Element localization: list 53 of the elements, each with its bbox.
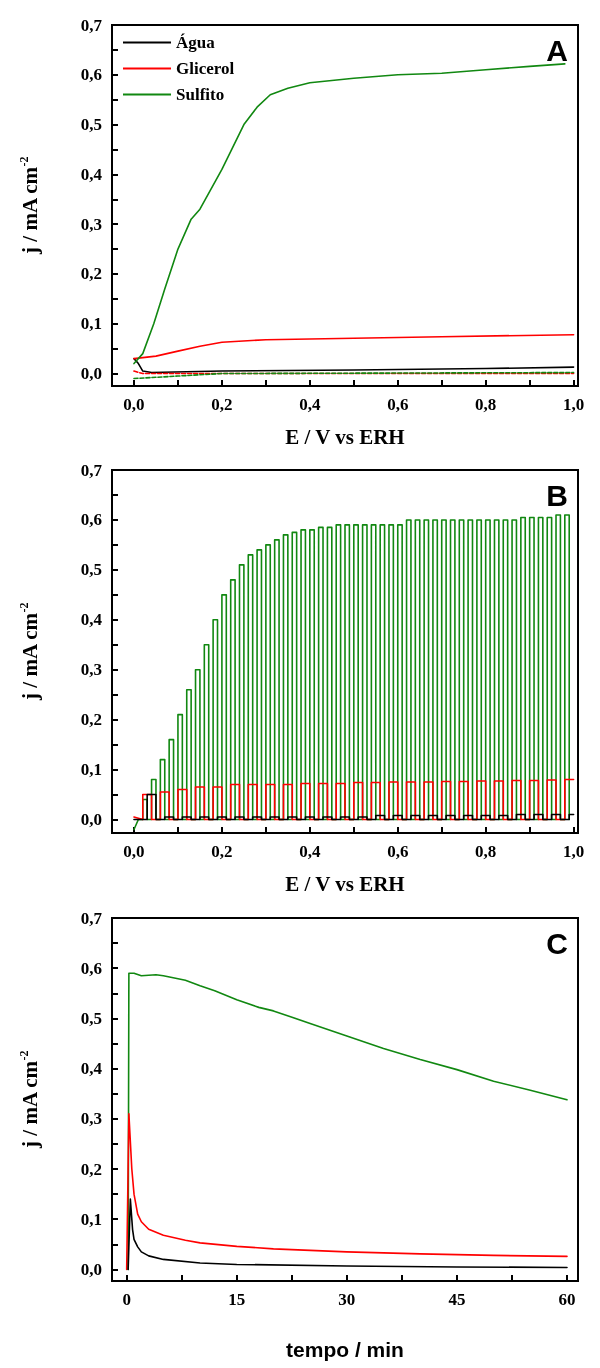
x-tick-label: 0,8 [475,395,497,414]
y-tick-label: 0,7 [80,908,103,928]
y-axis-title: j / mA cm-2 [17,602,42,701]
y-tick-label: 0,2 [80,1159,102,1179]
legend-label: Glicerol [176,59,235,78]
y-tick-label: 0,0 [80,1259,102,1279]
x-tick-label: 0,6 [387,842,409,861]
x-tick-label: 0,8 [475,842,497,861]
x-tick-label: 45 [448,1290,466,1309]
x-tick-label: 0,6 [387,395,409,414]
x-tick-label: 0,4 [299,395,321,414]
x-axis-title: tempo / min [286,1338,404,1361]
y-tick-label: 0,6 [80,510,102,530]
y-tick-label: 0,5 [80,115,102,135]
x-tick-label: 0,2 [211,395,233,414]
x-tick-label: 30 [338,1290,356,1309]
x-tick-label: 0,0 [123,842,145,861]
legend-label: Água [176,33,216,52]
y-tick-label: 0,4 [80,164,103,184]
y-tick-label: 0,6 [80,65,102,85]
x-axis-title: E / V vs ERH [285,871,405,896]
y-tick-label: 0,3 [80,660,102,680]
y-tick-label: 0,5 [80,1008,102,1028]
x-tick-label: 0,0 [123,395,145,414]
y-tick-label: 0,1 [80,1209,102,1229]
y-axis-title: j / mA cm-2 [17,1050,42,1149]
x-tick-label: 0 [122,1290,131,1309]
x-tick-label: 0,4 [299,842,321,861]
y-tick-label: 0,0 [80,810,102,830]
x-tick-label: 60 [558,1290,576,1309]
y-tick-label: 0,4 [80,610,103,630]
annotation: B [546,478,569,512]
y-tick-label: 0,3 [80,1109,102,1129]
y-tick-label: 0,1 [80,314,102,334]
x-axis-title: E / V vs ERH [285,424,405,449]
y-tick-label: 0,3 [80,214,102,234]
annotation: C [546,926,569,960]
y-tick-label: 0,7 [80,15,103,35]
y-tick-label: 0,2 [80,710,102,730]
x-tick-label: 0,2 [211,842,233,861]
y-tick-label: 0,0 [80,364,102,384]
y-tick-label: 0,7 [80,460,103,480]
y-tick-label: 0,6 [80,958,102,978]
y-axis-title: j / mA cm-2 [17,156,42,255]
y-tick-label: 0,1 [80,760,102,780]
y-tick-label: 0,5 [80,560,102,580]
x-tick-label: 1,0 [562,842,585,861]
x-tick-label: 1,0 [562,395,585,414]
x-tick-label: 15 [228,1290,246,1309]
y-tick-label: 0,4 [80,1059,103,1079]
legend-label: Sulfito [176,85,225,104]
annotation: A [546,33,569,67]
y-tick-label: 0,2 [80,264,102,284]
